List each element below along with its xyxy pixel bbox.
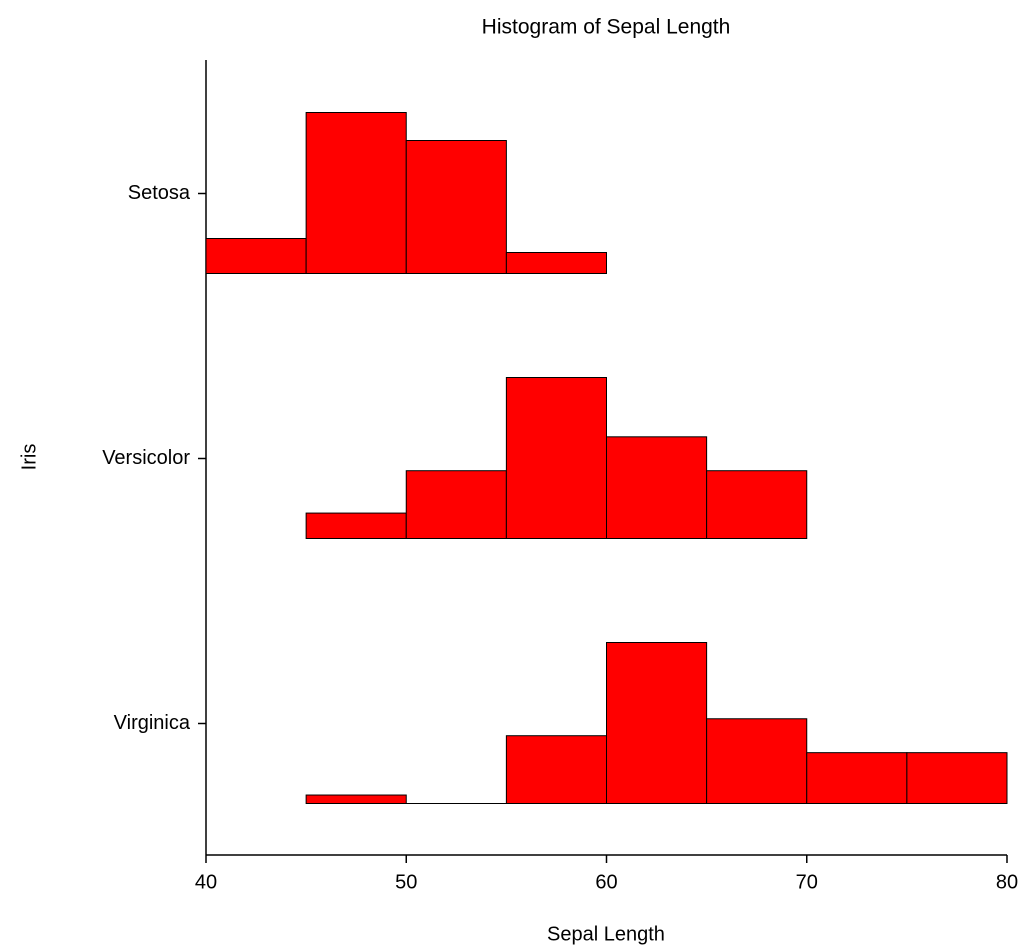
y-tick-label: Setosa <box>128 182 191 204</box>
bar <box>505 252 607 274</box>
bar <box>505 735 607 804</box>
y-axis-label: Iris <box>18 444 40 471</box>
bar <box>806 752 908 805</box>
y-tick-label: Virginica <box>114 712 191 734</box>
bar <box>706 718 808 805</box>
bar <box>505 377 607 539</box>
bar <box>906 752 1008 805</box>
bar <box>205 238 307 274</box>
x-tick-label: 60 <box>595 871 617 893</box>
bar <box>305 512 407 539</box>
bar <box>405 470 507 540</box>
x-axis-label: Sepal Length <box>547 923 665 945</box>
bar <box>606 436 708 540</box>
x-tick-label: 40 <box>195 871 217 893</box>
bar <box>305 794 407 804</box>
bar <box>305 112 407 274</box>
y-tick-label: Versicolor <box>102 447 190 469</box>
bar <box>606 642 708 804</box>
bar <box>405 140 507 274</box>
chart-title: Histogram of Sepal Length <box>482 16 731 39</box>
bar <box>706 470 808 540</box>
x-tick-label: 70 <box>796 871 818 893</box>
x-tick-label: 80 <box>996 871 1018 893</box>
x-tick-label: 50 <box>395 871 417 893</box>
